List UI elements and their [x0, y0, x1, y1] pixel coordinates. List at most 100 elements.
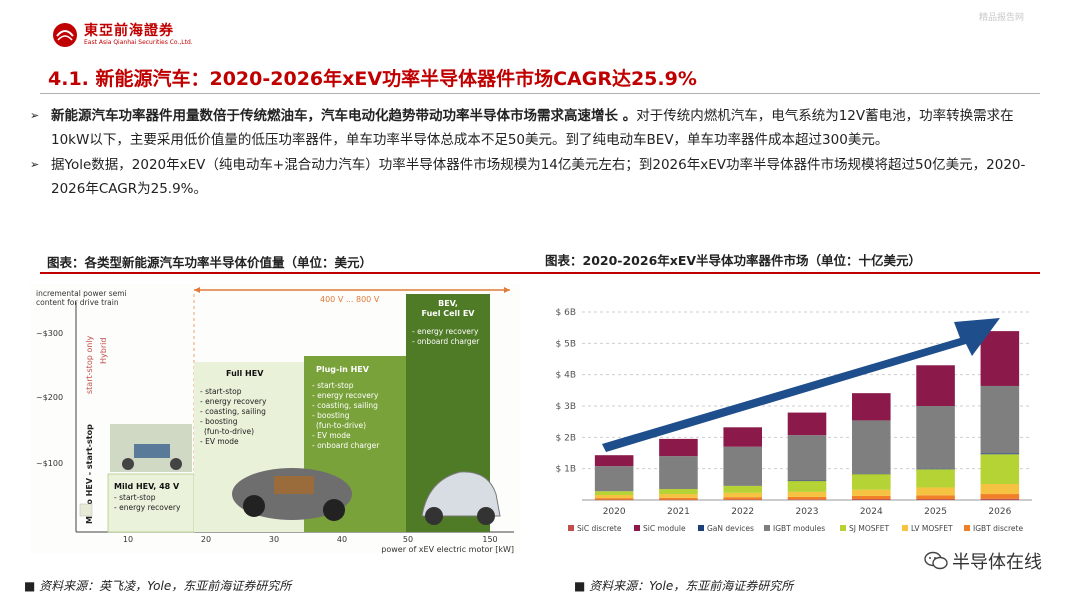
wheel-icon: [425, 507, 443, 525]
bar-segment-sj-mosfet: [594, 491, 634, 495]
bar-segment-igbt-discrete: [723, 497, 762, 500]
right-source-note: ■ 资料来源：Yole，东亚前海证券研究所: [574, 579, 794, 593]
y-tick-label: $ 1B: [556, 465, 577, 475]
legend-swatch: [568, 525, 574, 531]
legend-label: IGBT discrete: [973, 524, 1023, 533]
y-tick-label: $ 6B: [556, 308, 577, 318]
mild-hev-region: [107, 473, 195, 533]
legend-swatch: [964, 525, 970, 531]
bar-segment-sic-module: [852, 393, 891, 421]
bar-segment-igbt-discrete: [852, 495, 891, 500]
bev-title-line2: Fuel Cell EV: [422, 309, 476, 318]
wechat-label: 半导体在线: [952, 552, 1042, 573]
bar-chart-svg: 2020 2021 2022 2023 2024 2025 2026 $ 1B $ 2B $ 3…: [556, 308, 1032, 533]
bar-segment-lv-mosfet: [852, 489, 891, 496]
full-hev-feature: - EV mode: [200, 437, 239, 446]
x-tick-label: 30: [269, 535, 279, 544]
legend-label: LV MOSFET: [911, 524, 953, 533]
bar-segment-igbt-modules: [723, 446, 762, 486]
bar-segment-sic-module: [594, 455, 634, 467]
mild-hev-feature: - energy recovery: [114, 503, 181, 512]
bar-segment-lv-mosfet: [659, 494, 698, 498]
x-tick-label: 2020: [603, 507, 626, 517]
voltage-arrow-left-icon: [194, 287, 200, 293]
y-axis-label-line1: incremental power semi: [36, 289, 127, 298]
bullet-arrow-icon: ➢: [30, 109, 40, 122]
x-tick-label: 20: [201, 535, 211, 544]
wheel-icon: [243, 495, 265, 517]
bev-feature: - onboard charger: [412, 337, 480, 346]
x-tick-label: 2021: [667, 507, 690, 517]
bullet-text: 对于传统内燃机汽车，电气系统为12V蓄电池，功率转换需求在10kW以下，主要采用…: [51, 108, 1014, 148]
caption-divider: [40, 272, 1040, 274]
bar-segment-igbt-modules: [787, 435, 827, 481]
bar-segment-sic-discrete: [916, 499, 955, 500]
legend-swatch: [902, 525, 908, 531]
bar-segment-sic-module: [659, 438, 698, 457]
y-tick-label: $ 4B: [556, 371, 577, 381]
bar-segment-sj-mosfet: [787, 480, 827, 492]
plugin-hev-feature: - boosting: [312, 411, 350, 420]
bar-segment-sic-discrete: [852, 499, 891, 500]
x-tick-label: 40: [337, 535, 347, 544]
bar-segment-lv-mosfet: [594, 494, 634, 499]
bar-segment-sj-mosfet: [916, 469, 955, 488]
motor-icon: [274, 476, 314, 494]
bullet-bold-text: 新能源汽车功率器件用量数倍于传统燃油车，汽车电动化趋势带动功率半导体市场需求高速…: [51, 108, 637, 124]
plugin-hev-feature: (fun-to-drive): [316, 421, 366, 430]
left-chart-caption: 图表：各类型新能源汽车功率半导体价值量（单位：美元）: [47, 255, 373, 270]
bar-segment-igbt-modules: [594, 466, 634, 492]
x-tick-label: 2026: [988, 507, 1011, 517]
bar-segment-gan-devices: [916, 468, 955, 470]
wheel-icon: [477, 507, 495, 525]
bar-segment-igbt-modules: [980, 385, 1020, 454]
bar-segment-igbt-discrete: [916, 495, 955, 500]
top-watermark: 精品报告网: [978, 13, 1024, 23]
hybrid-label: Hybrid: [99, 338, 108, 364]
plugin-hev-feature: - start-stop: [312, 381, 354, 390]
bar-segment-sic-discrete: [659, 499, 698, 501]
bar-segment-sic-module: [723, 427, 762, 447]
slide-title: 4.1. 新能源汽车：2020-2026年xEV功率半导体器件市场CAGR达25…: [48, 68, 697, 90]
mild-hev-title: Mild HEV, 48 V: [114, 482, 180, 491]
logo-english-name: East Asia Qianhai Securities Co.,Ltd.: [84, 39, 193, 46]
full-hev-feature: - start-stop: [200, 387, 242, 396]
legend-label: SiC discrete: [577, 524, 622, 533]
bullet-text: 据Yole数据，2020年xEV（纯电动车+混合动力汽车）功率半导体器件市场规模…: [51, 157, 1026, 197]
wechat-watermark: 半导体在线: [924, 548, 1042, 574]
legend-label: SiC module: [643, 524, 686, 533]
bar-segment-gan-devices: [980, 453, 1020, 455]
company-logo: 東亞前海證券 East Asia Qianhai Securities Co.,…: [52, 22, 193, 48]
left-source-note: ■ 资料来源：英飞凌，Yole，东亚前海证券研究所: [24, 579, 292, 593]
micro-hev-region: [79, 503, 93, 517]
bar-segment-igbt-modules: [659, 456, 698, 490]
plugin-hev-feature: - onboard charger: [312, 441, 380, 450]
legend-swatch: [634, 525, 640, 531]
bar-segment-lv-mosfet: [980, 484, 1020, 495]
legend-swatch: [840, 525, 846, 531]
bar-segment-sj-mosfet: [980, 454, 1020, 485]
bev-car-image: [421, 471, 501, 517]
x-tick-label: 2023: [796, 507, 819, 517]
bar-segment-igbt-modules: [852, 420, 891, 474]
y-tick-label: $ 3B: [556, 402, 577, 412]
bar-segment-sj-mosfet: [659, 489, 698, 495]
logo-emblem-icon: [53, 23, 77, 47]
x-tick-label: 10: [123, 535, 133, 544]
wechat-icon: [924, 551, 948, 570]
voltage-band-label: 400 V ... 800 V: [320, 295, 380, 304]
y-tick-label: ~$300: [36, 329, 63, 338]
wheel-icon: [122, 458, 134, 470]
chassis-icon: [134, 444, 170, 458]
plugin-hev-feature: - energy recovery: [312, 391, 379, 400]
bar-segment-gan-devices: [787, 480, 827, 482]
bullet-list: ➢ 新能源汽车功率器件用量数倍于传统燃油车，汽车电动化趋势带动功率半导体市场需求…: [30, 104, 1040, 201]
y-axis-label-line2: content for drive train: [36, 298, 119, 307]
bullet-item: ➢ 新能源汽车功率器件用量数倍于传统燃油车，汽车电动化趋势带动功率半导体市场需求…: [30, 104, 1040, 152]
bar-segment-lv-mosfet: [723, 492, 762, 498]
start-stop-only-label: start-stop only: [85, 335, 94, 394]
full-hev-feature: - energy recovery: [200, 397, 267, 406]
y-tick-label: $ 5B: [556, 339, 577, 349]
logo-chinese-name: 東亞前海證券: [84, 23, 174, 39]
full-hev-feature: - coasting, sailing: [200, 407, 266, 416]
